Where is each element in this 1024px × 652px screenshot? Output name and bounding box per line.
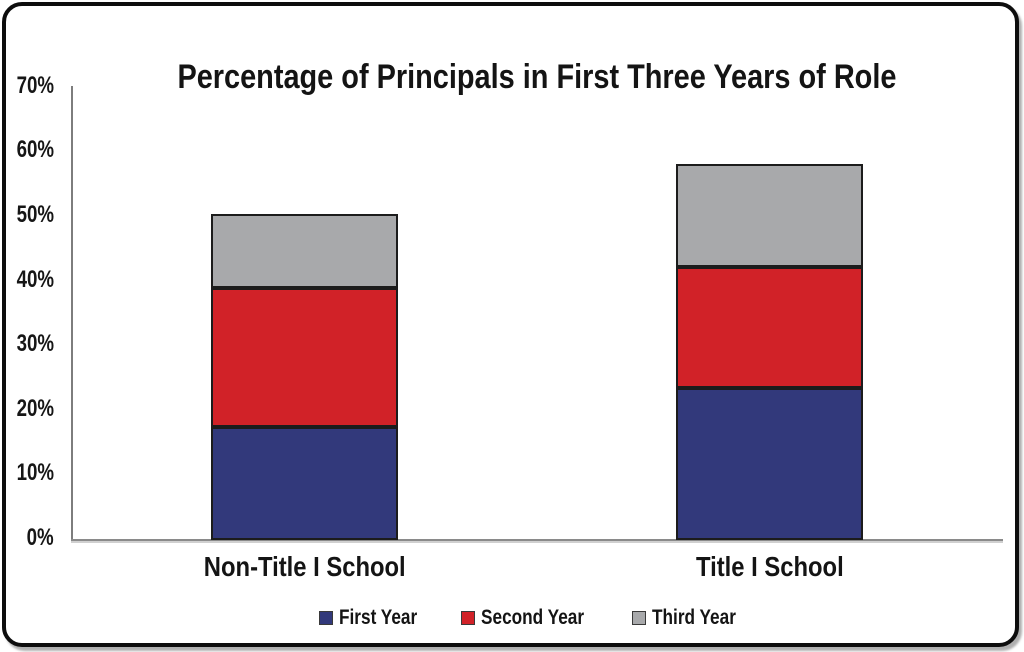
y-tick-label-50: 50%	[0, 199, 54, 231]
y-tick-label-10: 10%	[0, 457, 54, 489]
y-tick-text: 0%	[26, 524, 54, 551]
x-category-label-non-title-i-school: Non-Title I School	[85, 549, 525, 585]
legend-item-second-year: Second Year	[460, 606, 607, 630]
legend-item-third-year: Third Year	[632, 606, 754, 630]
y-tick-text: 60%	[16, 136, 54, 164]
x-category-label-title-i-school: Title I School	[550, 549, 990, 585]
y-tick-text: 50%	[16, 201, 54, 228]
bar-segment-second-year	[211, 288, 398, 427]
bar-segment-third-year	[211, 213, 398, 289]
x-category-text: Title I School	[695, 551, 844, 582]
bar-segment-first-year	[676, 387, 863, 540]
legend-label: First Year	[339, 606, 418, 629]
legend: First Year Second Year Third Year	[72, 602, 1002, 634]
legend-item-first-year: First Year	[319, 606, 434, 630]
y-tick-label-30: 30%	[0, 328, 54, 360]
y-axis-line	[71, 86, 73, 541]
y-tick-text: 70%	[16, 71, 54, 99]
legend-label: Second Year	[480, 606, 584, 629]
y-tick-label-0: 0%	[0, 522, 54, 554]
y-tick-text: 20%	[16, 394, 54, 422]
y-tick-text: 40%	[16, 265, 54, 293]
chart-title: Percentage of Principals in First Three …	[72, 56, 1002, 98]
y-tick-label-70: 70%	[0, 70, 54, 102]
y-tick-label-20: 20%	[0, 393, 54, 425]
bar-segment-third-year	[676, 164, 863, 268]
bar-segment-second-year	[676, 267, 863, 388]
y-tick-text: 10%	[16, 459, 54, 487]
y-tick-label-60: 60%	[0, 134, 54, 166]
legend-swatch-first-year	[319, 611, 334, 625]
x-axis-line	[71, 539, 1003, 541]
y-tick-text: 30%	[16, 330, 54, 358]
chart-title-text: Percentage of Principals in First Three …	[177, 58, 897, 96]
y-tick-label-40: 40%	[0, 264, 54, 296]
legend-swatch-third-year	[632, 611, 647, 625]
x-category-text: Non-Title I School	[203, 551, 406, 582]
legend-label: Third Year	[652, 606, 737, 629]
legend-swatch-second-year	[460, 611, 475, 625]
bar-segment-first-year	[211, 426, 398, 540]
